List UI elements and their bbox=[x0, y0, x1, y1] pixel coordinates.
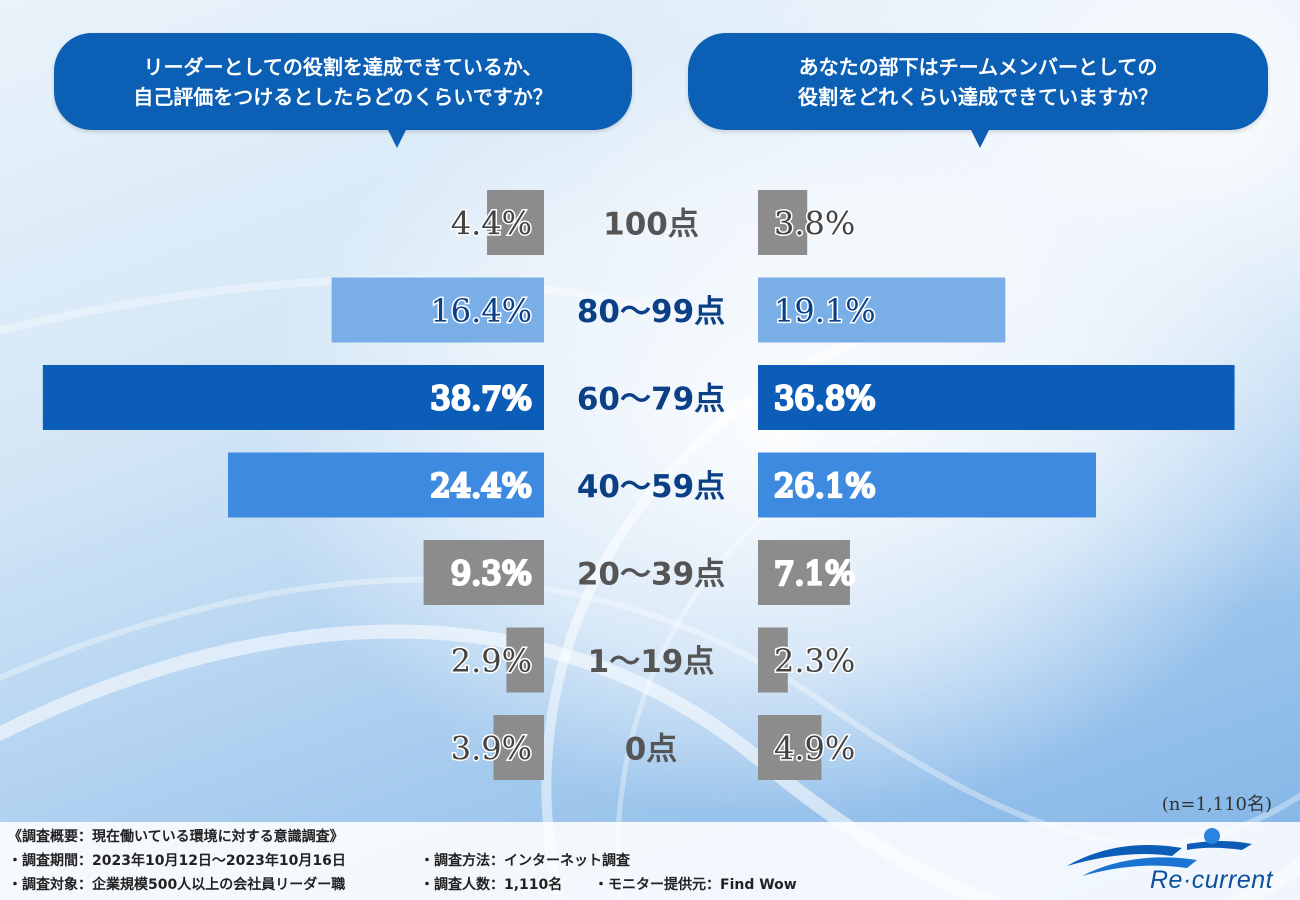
bar-left-4 bbox=[423, 540, 544, 605]
survey-target: ・調査対象：企業規模500人以上の会社員リーダー職 bbox=[8, 877, 346, 893]
survey-count: ・調査人数：1,110名 bbox=[420, 877, 563, 893]
value-label-right-4: 7.1% bbox=[774, 555, 855, 593]
bar-left-2 bbox=[42, 365, 545, 430]
category-label-3: 40～59点 bbox=[577, 469, 725, 505]
footer: 《調査概要：現在働いている環境に対する意識調査》 ・調査期間：2023年10月1… bbox=[0, 822, 1300, 900]
bar-right-1 bbox=[758, 277, 1006, 343]
category-label-2: 60～79点 bbox=[577, 382, 725, 418]
value-label-right-6: 4.9% bbox=[774, 730, 855, 768]
recurrent-logo-icon bbox=[1067, 828, 1252, 876]
category-label-6: 0点 bbox=[625, 732, 678, 768]
butterfly-bar-chart: 4.4% 3.8% 100点 16.4% 19.1% 80～99点 38.7% 36.8% 60… bbox=[42, 190, 1235, 780]
bar-right-6 bbox=[758, 715, 822, 780]
category-label-5: 1～19点 bbox=[588, 644, 715, 680]
value-label-left-5: 2.9% bbox=[451, 642, 532, 680]
bar-right-5 bbox=[758, 627, 788, 693]
value-label-right-2: 36.8% bbox=[774, 380, 876, 418]
category-label-1: 80～99点 bbox=[577, 294, 725, 330]
logo-text: Re·current bbox=[1150, 866, 1274, 894]
bar-left-1 bbox=[331, 277, 544, 343]
value-label-left-3: 24.4% bbox=[430, 467, 532, 505]
value-label-right-5: 2.3% bbox=[774, 642, 855, 680]
value-label-left-0: 4.4% bbox=[451, 205, 532, 243]
value-label-left-6: 3.9% bbox=[451, 730, 532, 768]
bar-right-4 bbox=[758, 540, 850, 605]
bar-right-3 bbox=[758, 452, 1096, 518]
value-label-left-4: 9.3% bbox=[451, 555, 532, 593]
sample-size-note: (n=1,110名) bbox=[1161, 794, 1272, 815]
value-label-right-3: 26.1% bbox=[774, 467, 876, 505]
bar-right-2 bbox=[758, 365, 1235, 430]
left-question-bubble: リーダーとしての役割を達成できているか、 自己評価をつけるとしたらどのくらいです… bbox=[54, 33, 632, 148]
value-label-right-1: 19.1% bbox=[774, 292, 876, 330]
bar-left-5 bbox=[506, 627, 544, 693]
survey-title: 《調査概要：現在働いている環境に対する意識調査》 bbox=[8, 829, 344, 845]
bar-left-0 bbox=[487, 190, 544, 255]
monitor-provider: ・モニター提供元：Find Wow bbox=[594, 877, 797, 893]
survey-method: ・調査方法：インターネット調査 bbox=[420, 853, 630, 869]
value-label-left-2: 38.7% bbox=[430, 380, 532, 418]
bar-left-6 bbox=[493, 715, 544, 780]
bar-left-3 bbox=[228, 452, 544, 518]
value-label-left-1: 16.4% bbox=[430, 292, 532, 330]
right-question-bubble: あなたの部下はチームメンバーとしての 役割をどれくらい達成できていますか？ bbox=[688, 33, 1268, 148]
category-label-0: 100点 bbox=[603, 207, 699, 243]
value-label-right-0: 3.8% bbox=[774, 205, 855, 243]
survey-period: ・調査期間：2023年10月12日～2023年10月16日 bbox=[8, 853, 346, 869]
bar-right-0 bbox=[758, 190, 808, 255]
category-label-4: 20～39点 bbox=[577, 557, 725, 593]
